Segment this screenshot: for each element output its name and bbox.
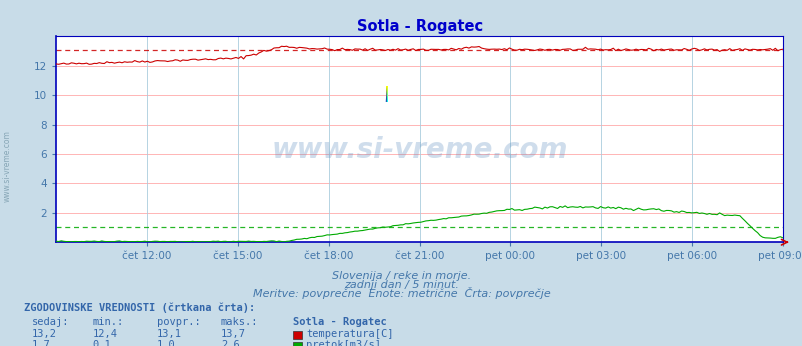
Title: Sotla - Rogatec: Sotla - Rogatec <box>356 19 482 34</box>
Text: 0,1: 0,1 <box>92 340 111 346</box>
Text: povpr.:: povpr.: <box>156 317 200 327</box>
Text: min.:: min.: <box>92 317 124 327</box>
Text: 13,2: 13,2 <box>32 329 57 339</box>
Text: www.si-vreme.com: www.si-vreme.com <box>271 136 567 164</box>
Bar <box>385 86 387 102</box>
Text: 1,0: 1,0 <box>156 340 175 346</box>
Text: pretok[m3/s]: pretok[m3/s] <box>306 340 380 346</box>
Text: sedaj:: sedaj: <box>32 317 70 327</box>
Text: 13,1: 13,1 <box>156 329 181 339</box>
Text: zadnji dan / 5 minut.: zadnji dan / 5 minut. <box>343 280 459 290</box>
Text: temperatura[C]: temperatura[C] <box>306 329 393 339</box>
Text: www.si-vreme.com: www.si-vreme.com <box>2 130 12 202</box>
Text: maks.:: maks.: <box>221 317 258 327</box>
Text: 13,7: 13,7 <box>221 329 245 339</box>
Text: Slovenija / reke in morje.: Slovenija / reke in morje. <box>331 271 471 281</box>
Text: 1,7: 1,7 <box>32 340 51 346</box>
Text: 12,4: 12,4 <box>92 329 117 339</box>
Text: 2,6: 2,6 <box>221 340 239 346</box>
Text: ZGODOVINSKE VREDNOSTI (črtkana črta):: ZGODOVINSKE VREDNOSTI (črtkana črta): <box>24 303 255 313</box>
Text: Sotla - Rogatec: Sotla - Rogatec <box>293 317 387 327</box>
Polygon shape <box>385 86 387 102</box>
Text: Meritve: povprečne  Enote: metrične  Črta: povprečje: Meritve: povprečne Enote: metrične Črta:… <box>253 287 549 299</box>
